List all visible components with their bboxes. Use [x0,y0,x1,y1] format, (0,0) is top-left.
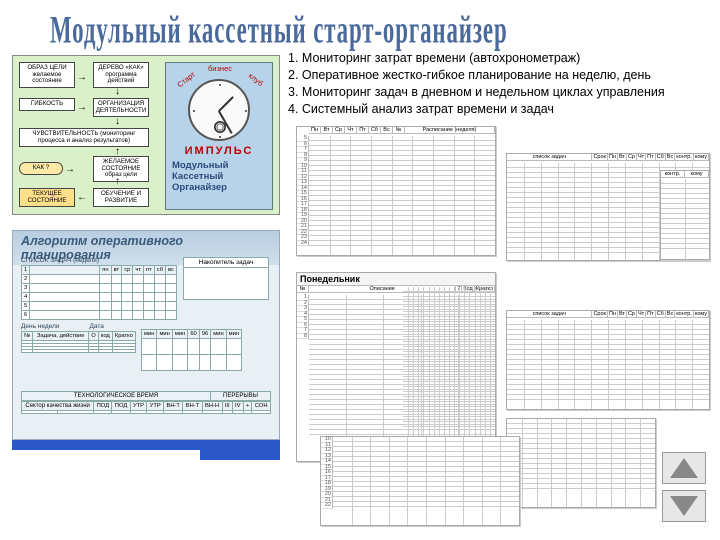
feature-list: 1. Мониторинг затрат времени (автохроном… [288,50,665,118]
accent-bar [200,450,280,460]
feature-item: 4. Системный анализ затрат времени и зад… [288,101,665,118]
clock-icon [188,79,250,141]
tech-time-label: ТЕХНОЛОГИЧЕСКОЕ ВРЕМЯ [21,391,211,401]
page-title: Модульный кассетный старт-органайзер [50,8,508,53]
box-tekushee: ТЕКУЩЕЕ СОСТОЯНИЕ [19,188,75,207]
day-table: №Задача, действиеОкодКратко [21,331,136,353]
tasklist-table: 1пнвтсрчтптсбвс 2 3 4 5 6 [21,265,177,320]
feature-item: 3. Мониторинг задач в дневном и недельно… [288,84,665,101]
monday-title: Понедельник [297,273,495,286]
sector-table: Сектор качества жизни ПОДПОДУТРУТРВН-ТВН… [21,401,271,414]
arrow-icon: → [77,72,87,83]
feature-item: 2. Оперативное жестко-гибкое планировани… [288,67,665,84]
arrow-icon: ↓ [115,86,120,97]
box-kak: КАК ? [19,162,63,175]
box-zhelaemoe: ЖЕЛАЕМОЕ СОСТОЯНИЕ образ цели [93,156,149,182]
sheet-tasklist-2: список задач Срок ПнВтСрЧтПтСбВс контр.к… [506,310,710,410]
tasklist-label: СПИСОК ЗАДАЧ (неделя) [21,257,177,264]
sheet-week-schedule: Пн Вт Ср Чт Пт Сб Вс № Расписание (недел… [296,126,496,256]
box-obuchenie: ОБУЧЕНИЕ И РАЗВИТИЕ [93,188,149,207]
feature-item: 1. Мониторинг затрат времени (автохроном… [288,50,665,67]
arrow-icon: ↑ [115,176,120,187]
sheet-blank-1 [506,418,656,508]
brand-impulse: ИМПУЛЬС [166,145,272,157]
arrow-icon: ← [77,192,87,203]
planning-algorithm-panel: Алгоритм оперативного планирования СПИСО… [12,230,280,440]
organizer-label: МодульныйКассетныйОрганайзер [172,161,266,194]
accent-bar [12,440,280,450]
arrow-icon: → [77,102,87,113]
breaks-label: ПЕРЕРЫВЫ [211,391,271,401]
triangle-up-icon [670,458,698,478]
sheet-corner-1: контр.кому [660,170,710,260]
methodology-diagram: ОБРАЗ ЦЕЛИ желаемое состояние ДЕРЕВО «КА… [12,55,280,215]
accumulator-label: Накопитель задач [183,257,269,268]
arrow-icon: → [65,164,75,175]
day-label: День недели [21,323,59,330]
arrow-icon: ↓ [115,116,120,127]
box-org-deyat: ОРГАНИЗАЦИЯ ДЕЯТЕЛЬНОСТИ [93,98,149,117]
triangle-down-icon [670,496,698,516]
box-derevo-kak: ДЕРЕВО «КАК» программа действий [93,62,149,88]
sheet-monday: Понедельник № Описание 7 Код Кратко 1234… [296,272,496,462]
date-label: Дата [89,323,103,330]
box-obraz-celi: ОБРАЗ ЦЕЛИ желаемое состояние [19,62,75,88]
clock-panel: Старт бизнес клуб ИМПУЛЬС МодульныйКассе… [165,62,273,210]
box-chuvstv: ЧУВСТВИТЕЛЬНОСТЬ (мониторинг процесса и … [19,128,149,147]
hours-table: минминмин6096минмин [141,329,242,371]
box-gibkost: ГИБКОСТЬ [19,98,75,111]
nav-down-button[interactable] [662,490,706,522]
nav-up-button[interactable] [662,452,706,484]
sheet-blank-2: 10111213141516171819202122 [320,436,520,526]
arrow-icon: ↑ [115,146,120,157]
accumulator-box [183,268,269,300]
